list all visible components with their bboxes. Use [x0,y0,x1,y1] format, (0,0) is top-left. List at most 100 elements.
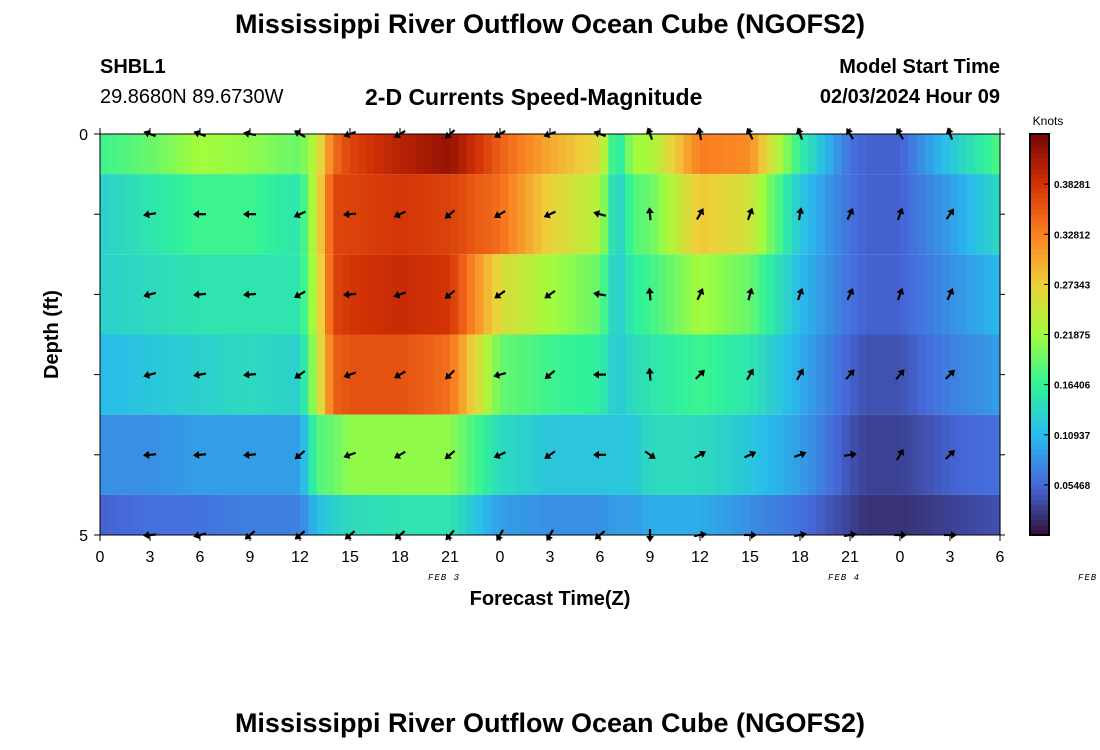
x-axis-label: Forecast Time(Z) [470,588,631,610]
heatmap-cell [958,414,968,495]
heatmap-cell [375,134,384,175]
current-arrow [645,127,654,141]
heatmap-cell [558,254,568,335]
current-arrow [493,130,506,138]
heatmap-cell [150,254,159,335]
heatmap-cell [841,134,851,175]
heatmap-cell [900,414,909,495]
heatmap-cell [183,134,193,175]
heatmap-cell [208,414,218,495]
colorbar-tick-label: 0.21875 [1054,331,1091,342]
heatmap-cell [966,254,976,335]
heatmap-cell [775,174,784,255]
current-arrow [143,531,157,540]
heatmap-cell [700,334,709,415]
heatmap-cell [241,134,251,175]
heatmap-cell [225,414,234,495]
heatmap-cell [725,254,734,335]
heatmap-cell [225,254,234,335]
heatmap-cell [666,174,676,255]
heatmap-cell [308,494,318,535]
x-tick-label: 0 [496,549,505,566]
model-start-value: 02/03/2024 Hour 09 [819,86,1000,108]
heatmap-cell [583,254,593,335]
colorbar-segment [1030,139,1049,145]
heatmap-cell [966,414,976,495]
current-arrow [944,369,955,380]
heatmap-cell [166,134,176,175]
heatmap-cell [700,134,709,175]
colorbar-segment [1030,364,1049,371]
heatmap-cell [175,334,184,415]
colorbar-segment [1030,154,1049,160]
heatmap-cell [933,334,943,415]
heatmap-cell [741,494,751,535]
heatmap-cell [125,134,134,175]
current-arrow [143,450,157,459]
heatmap-cell [291,134,301,175]
heatmap-cell [275,174,284,255]
heatmap-cell [758,134,768,175]
plot-subtitle: 2-D Currents Speed-Magnitude [365,84,703,110]
current-arrow [343,130,357,139]
heatmap-cell [233,334,243,415]
heatmap-cell [183,494,193,535]
heatmap-cell [716,134,726,175]
current-arrow [544,290,556,299]
heatmap-cell [158,494,168,535]
heatmap-cell [816,134,826,175]
heatmap-cell [791,134,801,175]
heatmap-cell [725,334,734,415]
x-tick-label: 9 [246,549,255,566]
heatmap-cell [600,134,609,175]
y-axis: 05 [79,127,1005,545]
heatmap-cell [616,334,626,415]
heatmap-cell [150,134,159,175]
heatmap-cell [475,414,484,495]
heatmap-cell [816,174,826,255]
heatmap-cell [491,134,501,175]
heatmap-cell [791,414,801,495]
current-arrow [143,370,157,379]
heatmap-cell [133,494,143,535]
current-arrow [796,207,805,221]
heatmap-cell [858,254,868,335]
heatmap-cell [758,334,768,415]
current-arrow [293,290,306,299]
heatmap-cell [858,134,868,175]
heatmap-cell [991,134,1001,175]
heatmap-cell [275,494,284,535]
current-arrow [193,129,207,138]
current-arrow [694,369,705,380]
x-tick-label: 3 [146,549,155,566]
heatmap-cell [700,414,709,495]
heatmap-cell [891,254,901,335]
heatmap-cell [558,334,568,415]
heatmap-cell [383,174,393,255]
heatmap-cell [108,414,118,495]
colorbar-segment [1030,229,1049,235]
current-arrow [843,450,857,459]
heatmap-cell [883,494,893,535]
heatmap-cell [775,414,784,495]
heatmap-cell [700,494,709,535]
heatmap-cell [891,414,901,495]
heatmap-cell [866,254,876,335]
heatmap-cell [533,334,543,415]
heatmap-cell [716,494,726,535]
colorbar-tick-label: 0.10937 [1054,431,1091,442]
heatmap-cell [458,494,468,535]
current-arrow [645,367,654,381]
heatmap-cell [416,174,426,255]
heatmap-cell [566,334,576,415]
heatmap-cell [516,174,526,255]
current-arrow [894,531,907,539]
heatmap-cell [575,254,584,335]
heatmap-cell [525,174,534,255]
heatmap-cell [966,134,976,175]
heatmap-cell [550,494,559,535]
heatmap-cell [350,414,359,495]
heatmap-cell [975,134,984,175]
heatmap-cell [183,174,193,255]
colorbar-segment [1030,249,1049,255]
